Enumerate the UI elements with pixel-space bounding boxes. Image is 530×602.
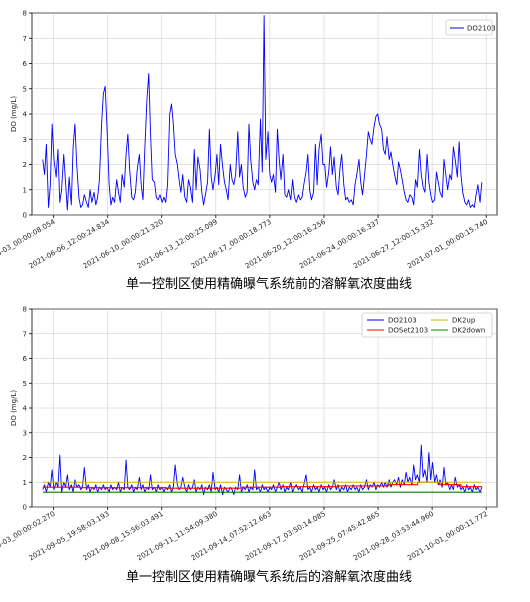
chart-2-legend-label-doset2103: DOSet2103 <box>388 327 428 335</box>
chart-1-y-axis-label: DO (mg/L) <box>10 96 18 132</box>
chart-2-legend-box <box>361 312 493 338</box>
chart-2-y-tick-label: 5 <box>23 380 27 388</box>
chart-1-caption: 单一控制区使用精确曝气系统前的溶解氧浓度曲线 <box>126 276 412 292</box>
chart-2-y-ticks: 0 1 2 3 4 5 6 7 8 <box>23 306 32 512</box>
chart-1-legend-box <box>445 19 493 36</box>
chart-1-series <box>42 15 483 211</box>
chart-1-y-tick-label: 7 <box>23 35 27 43</box>
chart-2-legend-label-dk2up: DK2up <box>452 317 476 325</box>
chart-2-y-tick-label: 7 <box>23 330 27 338</box>
chart-2-y-tick-label: 2 <box>23 454 27 462</box>
chart-2-y-tick-label: 4 <box>23 405 28 413</box>
chart-1-y-tick-label: 8 <box>23 10 27 18</box>
chart-2-series-line-doset2103 <box>42 481 482 489</box>
chart-2-y-tick-label: 1 <box>23 479 27 487</box>
chart-1-y-tick-label: 3 <box>23 136 27 144</box>
chart-1-y-tick-label: 1 <box>23 186 27 194</box>
chart-1-y-tick-label: 5 <box>23 85 27 93</box>
chart-1-y-tick-label: 0 <box>23 212 27 220</box>
chart-2-y-tick-label: 3 <box>23 429 27 437</box>
chart-2-series-line-do2103 <box>42 444 483 496</box>
chart-1-y-tick-label: 4 <box>23 111 28 119</box>
chart-1-legend-label-do2103: DO2103 <box>467 25 496 33</box>
chart-2-legend-label-do2103: DO2103 <box>388 317 417 325</box>
chart-2-legend: DO2103 DOSet2103 DK2up DK2down <box>361 312 493 338</box>
chart-2-caption: 单一控制区使用精确曝气系统后的溶解氧浓度曲线 <box>126 569 412 585</box>
chart-2-grid <box>32 308 497 508</box>
chart-2-legend-label-dk2down: DK2down <box>452 327 485 335</box>
chart-2-y-tick-label: 8 <box>23 306 27 314</box>
chart-1-series-line-do2103 <box>42 15 483 211</box>
chart-1-y-tick-label: 6 <box>23 60 28 68</box>
chart-2-y-axis-label: DO (mg/L) <box>10 390 18 426</box>
chart-2-y-tick-label: 0 <box>23 504 27 512</box>
chart-1-y-ticks: 0 1 2 3 4 5 6 7 8 <box>23 10 32 220</box>
chart-2-series <box>42 444 483 496</box>
chart-2-y-tick-label: 6 <box>23 355 28 363</box>
chart-1-legend: DO2103 <box>445 19 496 36</box>
chart-1-y-tick-label: 2 <box>23 161 27 169</box>
